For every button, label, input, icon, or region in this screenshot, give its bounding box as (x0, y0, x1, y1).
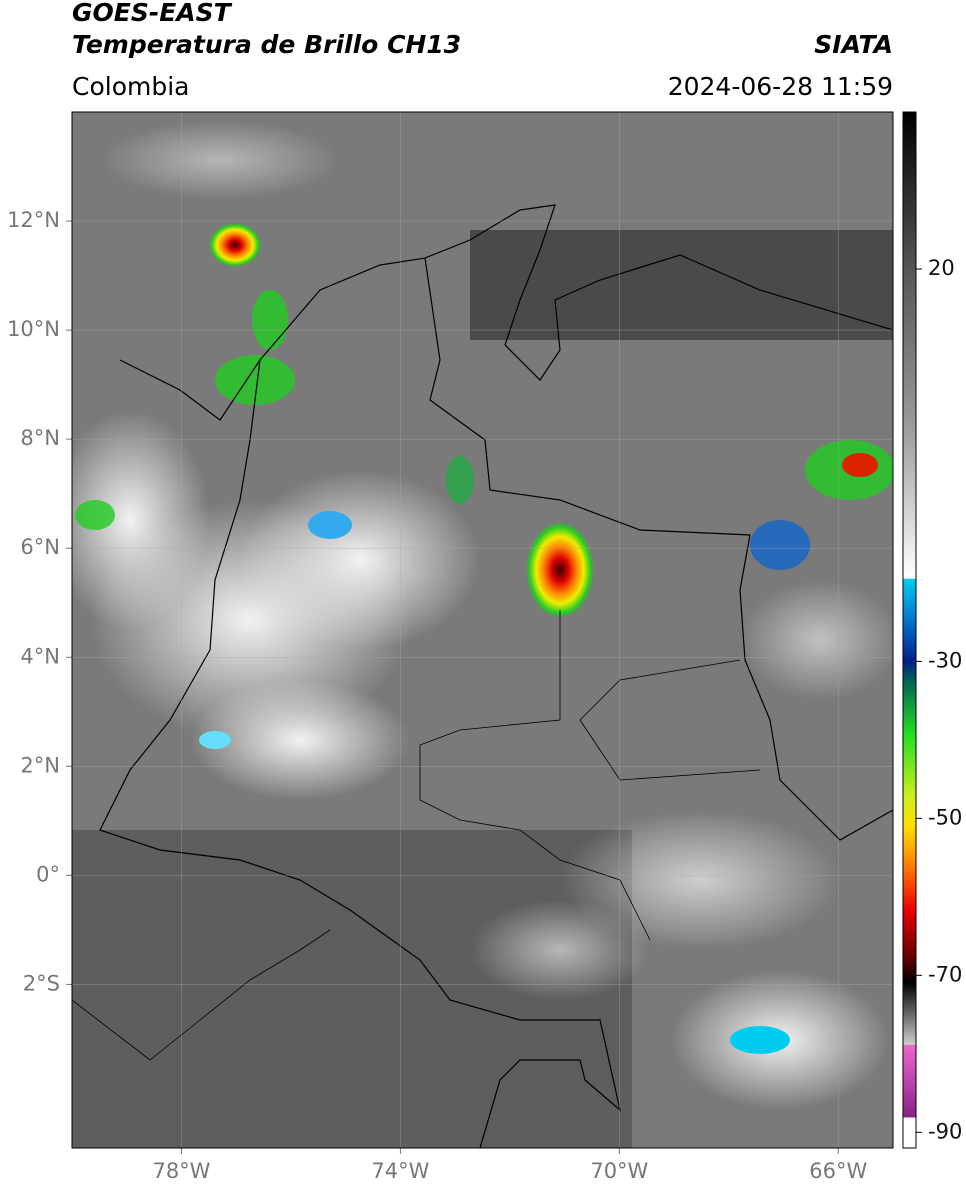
source: SIATA (814, 30, 893, 59)
colorbar-tick-label: -90 (928, 1119, 962, 1143)
colorbar-tick-label: 20 (928, 256, 955, 280)
x-tick-label: 78°W (152, 1159, 210, 1183)
colorbar-tick-label: -30 (928, 648, 962, 672)
colorbar-tick-label: -70 (928, 962, 962, 986)
x-tick-label: 66°W (809, 1159, 867, 1183)
y-tick-label: 8°N (20, 426, 60, 450)
title: GOES-EAST (72, 0, 233, 27)
x-tick-label: 74°W (371, 1159, 429, 1183)
region: Colombia (72, 72, 189, 101)
y-tick-label: 2°S (23, 971, 60, 995)
graticule (66, 112, 893, 1154)
y-tick-label: 10°N (7, 317, 60, 341)
colorbar (902, 111, 917, 1149)
subtitle: Temperatura de Brillo CH13 (72, 30, 461, 59)
y-tick-label: 2°N (20, 753, 60, 777)
timestamp: 2024-06-28 11:59 (668, 72, 893, 101)
y-tick-label: 12°N (7, 208, 60, 232)
x-tick-label: 70°W (590, 1159, 648, 1183)
satellite-image (72, 112, 893, 1148)
y-tick-label: 4°N (20, 644, 60, 668)
colorbar-tick-label: -50 (928, 805, 962, 829)
y-tick-label: 6°N (20, 535, 60, 559)
y-tick-label: 0° (36, 862, 60, 886)
map-frame (71, 111, 894, 1149)
